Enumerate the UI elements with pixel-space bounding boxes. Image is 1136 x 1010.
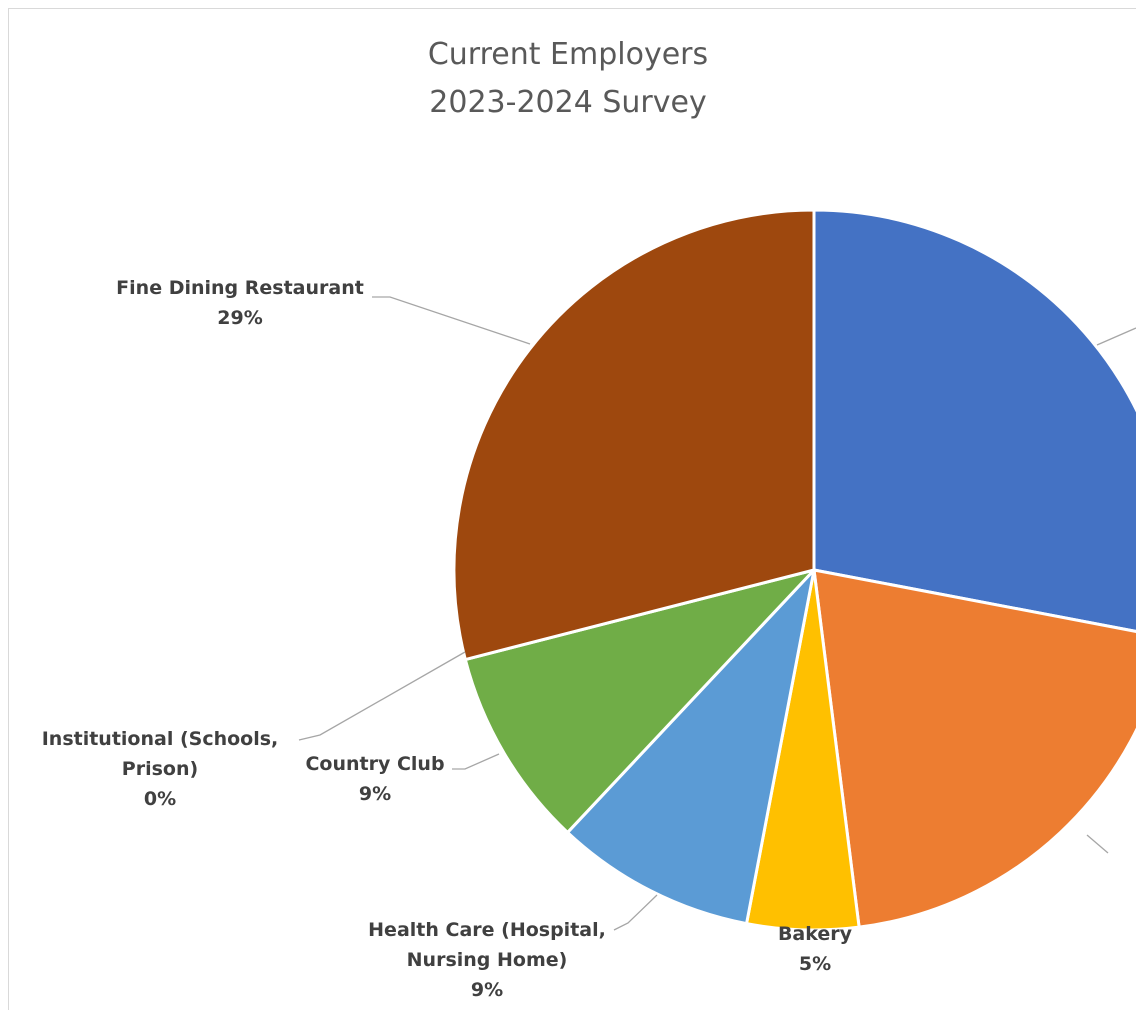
leader-line-4 (452, 753, 500, 770)
data-label-4-line-0: Country Club (305, 753, 444, 775)
data-label-5: Institutional (Schools, Prison) 0% (42, 728, 279, 810)
data-label-6-line-0: Fine Dining Restaurant (116, 277, 364, 299)
pie-slice-4 (463, 568, 816, 834)
data-label-4: Country Club 9% (305, 753, 444, 805)
data-label-5-line-0: Institutional (Schools, (42, 728, 279, 750)
data-label-5-line-2: 0% (144, 788, 176, 810)
leader-line-1 (1086, 834, 1109, 854)
data-label-6: Fine Dining Restaurant 29% (116, 277, 364, 329)
data-label-2-line-0: Bakery (778, 923, 853, 945)
pie-slice-1 (812, 568, 1136, 929)
leader-line-6 (372, 296, 531, 345)
data-label-2-line-1: 5% (799, 953, 831, 975)
leader-line-5 (298, 651, 466, 741)
leader-line-3 (613, 894, 658, 931)
data-label-2: Bakery 5% (778, 923, 853, 975)
chart-title-line-2: 2023-2024 Survey (429, 85, 707, 120)
data-label-3-line-0: Health Care (Hospital, (368, 919, 606, 941)
pie-slice-6 (452, 208, 816, 662)
chart-title-line-1: Current Employers (427, 37, 709, 72)
data-label-4-line-1: 9% (359, 783, 391, 805)
data-label-3: Health Care (Hospital, Nursing Home) 9% (368, 919, 606, 1001)
data-label-3-line-1: Nursing Home) (407, 949, 568, 971)
pie-slice-3 (566, 568, 816, 926)
pie-slice-0 (812, 208, 1136, 633)
leader-line-0 (1096, 327, 1136, 346)
data-label-6-line-1: 29% (217, 307, 262, 329)
data-label-3-line-2: 9% (471, 979, 503, 1001)
data-label-5-line-1: Prison) (122, 758, 198, 780)
